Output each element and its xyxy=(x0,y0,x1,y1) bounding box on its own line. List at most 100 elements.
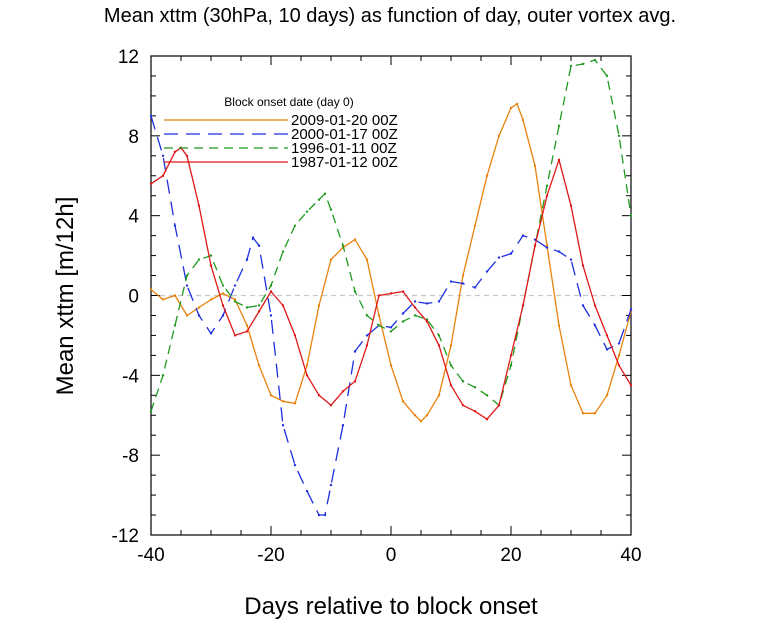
data-point xyxy=(173,294,177,297)
data-point xyxy=(173,150,177,153)
data-point xyxy=(329,404,333,407)
data-point xyxy=(245,330,249,333)
data-point xyxy=(341,244,345,247)
data-point xyxy=(365,344,369,347)
x-tick-label: 20 xyxy=(500,545,521,566)
data-point xyxy=(437,344,441,347)
data-point xyxy=(617,364,621,367)
data-point xyxy=(257,364,261,367)
data-point xyxy=(545,246,549,249)
data-point xyxy=(323,513,327,517)
data-point xyxy=(197,314,201,317)
data-point xyxy=(233,334,237,337)
data-point xyxy=(605,394,609,397)
data-point xyxy=(161,154,165,157)
x-tick-label: 40 xyxy=(620,545,641,566)
data-point xyxy=(581,62,585,66)
data-point xyxy=(449,384,453,387)
data-point xyxy=(317,394,321,397)
data-point xyxy=(365,314,369,317)
data-point xyxy=(485,418,489,421)
data-point xyxy=(629,308,633,311)
data-point xyxy=(509,106,513,110)
data-point xyxy=(197,306,201,309)
data-point xyxy=(281,400,285,403)
data-point xyxy=(533,238,537,241)
data-point xyxy=(401,320,405,323)
data-point xyxy=(497,404,501,407)
x-tick-label: -20 xyxy=(257,545,284,566)
data-point xyxy=(515,102,519,106)
data-point xyxy=(209,332,213,335)
data-point xyxy=(425,414,429,417)
data-point xyxy=(449,280,453,283)
data-point xyxy=(521,304,525,307)
data-point xyxy=(401,290,405,293)
data-point xyxy=(497,256,501,259)
y-tick-label: -12 xyxy=(112,526,139,547)
data-point xyxy=(269,394,273,397)
data-point xyxy=(341,424,345,427)
data-point xyxy=(197,258,201,261)
data-point xyxy=(605,74,609,78)
data-point xyxy=(281,424,285,427)
data-point xyxy=(533,244,537,247)
data-point xyxy=(281,304,285,307)
data-point xyxy=(461,282,465,285)
data-point xyxy=(221,292,225,295)
data-point xyxy=(533,164,537,167)
legend-title: Block onset date (day 0) xyxy=(224,95,353,109)
data-point xyxy=(593,412,597,415)
data-point xyxy=(593,58,597,62)
data-point xyxy=(581,412,585,415)
data-point xyxy=(365,258,369,261)
data-point xyxy=(353,350,357,353)
data-point xyxy=(293,402,297,405)
data-point xyxy=(581,264,585,267)
data-point xyxy=(221,314,225,317)
data-point xyxy=(149,182,153,185)
data-point xyxy=(425,320,429,323)
data-point xyxy=(377,314,381,317)
data-point xyxy=(377,294,381,297)
data-point xyxy=(473,286,477,289)
data-point xyxy=(437,300,441,303)
x-axis-label: Days relative to block onset xyxy=(244,593,538,620)
data-point xyxy=(521,118,525,122)
data-point xyxy=(473,386,477,389)
data-point xyxy=(329,208,333,211)
data-point xyxy=(629,384,633,387)
data-point xyxy=(185,314,189,317)
data-point xyxy=(557,158,561,161)
data-point xyxy=(413,300,417,303)
data-point xyxy=(557,324,561,327)
data-point xyxy=(413,314,417,317)
data-point xyxy=(557,124,561,128)
data-point xyxy=(569,258,573,261)
data-point xyxy=(173,324,177,327)
data-point xyxy=(245,324,249,327)
legend-label-4: 1987-01-12 00Z xyxy=(291,154,398,171)
data-point xyxy=(317,304,321,307)
data-point xyxy=(305,210,309,213)
data-point xyxy=(485,174,489,177)
data-point xyxy=(473,410,477,413)
data-point xyxy=(461,404,465,407)
data-point xyxy=(509,364,513,367)
data-point xyxy=(461,380,465,383)
data-point xyxy=(209,298,213,301)
data-point xyxy=(185,284,189,287)
data-point xyxy=(233,284,237,287)
data-point xyxy=(233,298,237,301)
data-point xyxy=(497,134,501,138)
data-point xyxy=(353,238,357,241)
data-point xyxy=(317,198,321,201)
data-point xyxy=(221,284,225,287)
data-point xyxy=(245,306,249,309)
data-point xyxy=(161,298,165,301)
data-point xyxy=(437,394,441,397)
legend-label-1: 2009-01-20 00Z xyxy=(291,112,398,129)
data-point xyxy=(209,264,213,267)
